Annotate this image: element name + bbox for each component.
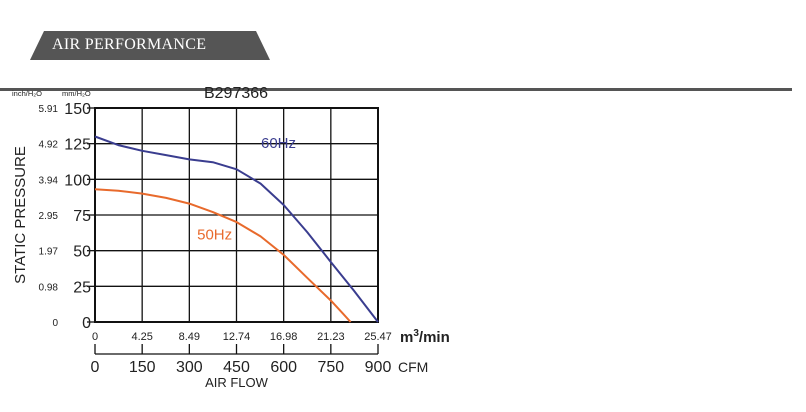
chart-curves xyxy=(94,135,379,323)
x-unit-base: m xyxy=(400,329,413,346)
y-tick-label-inch: 2.95 xyxy=(39,211,59,222)
y-unit-mm: mm/H₂O xyxy=(62,89,91,98)
y-tick-label-mm: 50 xyxy=(73,244,91,261)
y-tick-label-mm: 75 xyxy=(73,208,91,225)
chart-labels: 150 5.91 125 4.92 100 3.94 75 2.95 50 1.97 25 0.98 0… xyxy=(12,85,450,390)
chart-grid xyxy=(87,107,379,355)
x-tick-label-cfm: 750 xyxy=(317,359,344,376)
x-tick-label-cfm: 450 xyxy=(223,359,250,376)
y-tick-label-inch: 5.91 xyxy=(39,104,59,115)
section-title: AIR PERFORMANCE xyxy=(52,36,207,53)
x-tick-label-m3min: 21.23 xyxy=(317,331,345,343)
section-header xyxy=(0,28,806,91)
x-tick-label-m3min: 4.25 xyxy=(131,331,152,343)
y-tick-label-mm: 100 xyxy=(64,172,91,189)
series-line-60Hz xyxy=(94,135,379,323)
x-tick-label-cfm: 600 xyxy=(270,359,297,376)
y-tick-label-inch: 4.92 xyxy=(39,140,59,151)
x-unit-cfm: CFM xyxy=(398,359,428,375)
x-tick-label-m3min: 12.74 xyxy=(223,331,251,343)
x-tick-label-cfm: 150 xyxy=(129,359,156,376)
series-label-60Hz: 60Hz xyxy=(261,135,296,152)
chart-title: B297366 xyxy=(204,85,268,102)
y-tick-label-mm: 150 xyxy=(64,101,91,118)
y-axis-title: STATIC PRESSURE xyxy=(12,146,29,284)
x-tick-label-cfm: 300 xyxy=(176,359,203,376)
y-tick-label-mm: 0 xyxy=(82,315,91,332)
x-unit-rest: /min xyxy=(419,329,450,346)
section-tab xyxy=(30,31,270,60)
y-tick-label-mm: 25 xyxy=(73,279,91,296)
y-tick-label-inch: 3.94 xyxy=(39,175,59,186)
x-unit-exp: 3 xyxy=(413,328,419,339)
x-tick-label-m3min: 0 xyxy=(92,331,98,343)
y-tick-label-inch: 0.98 xyxy=(39,282,59,293)
x-tick-label-m3min: 16.98 xyxy=(270,331,298,343)
y-tick-label-inch: 1.97 xyxy=(39,247,59,258)
series-line-50Hz xyxy=(94,188,352,323)
air-performance-chart: 150 5.91 125 4.92 100 3.94 75 2.95 50 1.97 25 0.98 0… xyxy=(12,85,450,390)
series-label-50Hz: 50Hz xyxy=(197,226,232,243)
y-unit-inch: inch/H₂O xyxy=(12,89,42,98)
x-axis-title: AIR FLOW xyxy=(205,375,269,390)
section-divider xyxy=(0,88,792,91)
y-tick-label-mm: 125 xyxy=(64,137,91,154)
x-tick-label-cfm: 900 xyxy=(365,359,392,376)
x-unit-m3min: m3/min xyxy=(400,328,450,346)
x-tick-label-m3min: 8.49 xyxy=(179,331,200,343)
x-tick-label-cfm: 0 xyxy=(91,359,100,376)
y-tick-label-inch: 0 xyxy=(52,318,58,329)
x-tick-label-m3min: 25.47 xyxy=(364,331,392,343)
